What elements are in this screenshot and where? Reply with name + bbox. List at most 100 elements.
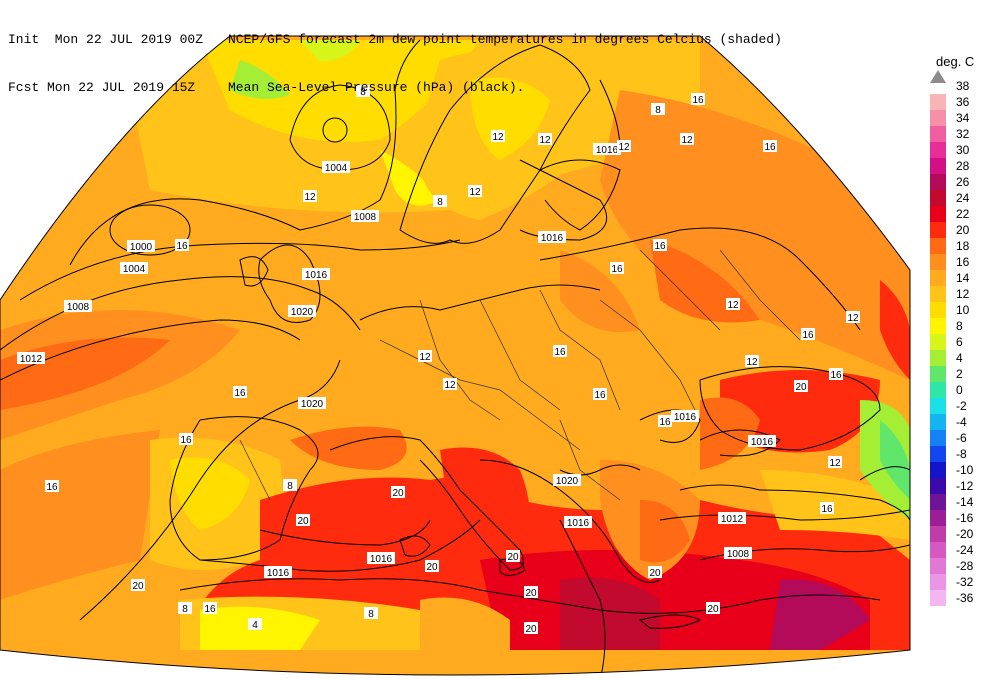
dewpoint-label: 20 <box>524 622 538 635</box>
svg-text:8: 8 <box>360 87 366 98</box>
dewpoint-label: 20 <box>131 579 145 592</box>
svg-text:12: 12 <box>727 300 739 311</box>
isobar-label: 1008 <box>351 210 379 223</box>
svg-text:1016: 1016 <box>751 437 774 448</box>
legend-row: 18 <box>930 238 1000 254</box>
svg-text:8: 8 <box>287 481 293 492</box>
dewpoint-label: 20 <box>706 602 720 615</box>
legend-swatch <box>930 526 946 542</box>
legend-label: 14 <box>956 271 970 285</box>
svg-text:16: 16 <box>692 95 704 106</box>
title-line-1: NCEP/GFS forecast 2m dew point temperatu… <box>228 32 782 47</box>
legend-swatch <box>930 494 946 510</box>
legend-row: -14 <box>930 494 1000 510</box>
svg-text:20: 20 <box>507 552 519 563</box>
isobar-label: 1008 <box>724 547 752 560</box>
legend-swatch <box>930 238 946 254</box>
legend-row: -2 <box>930 398 1000 414</box>
legend-swatch <box>930 350 946 366</box>
svg-text:20: 20 <box>525 624 537 635</box>
legend-swatch <box>930 142 946 158</box>
svg-text:1016: 1016 <box>267 568 290 579</box>
svg-text:4: 4 <box>252 620 258 631</box>
isobar-label: 1012 <box>17 352 45 365</box>
legend-label: 4 <box>956 351 963 365</box>
dewpoint-label: 16 <box>179 433 193 446</box>
legend-swatch <box>930 334 946 350</box>
legend-row: 34 <box>930 110 1000 126</box>
legend-row: -36 <box>930 590 1000 606</box>
legend-label: 24 <box>956 191 970 205</box>
svg-text:1008: 1008 <box>727 549 750 560</box>
legend-label: 20 <box>956 223 970 237</box>
dewpoint-label: 8 <box>283 479 297 492</box>
dewpoint-label: 20 <box>506 550 520 563</box>
legend-swatch <box>930 190 946 206</box>
legend-label: -24 <box>956 543 974 557</box>
dewpoint-label: 12 <box>443 378 457 391</box>
dewpoint-labels: 8 12 16 12 12 12 8 12 8 16 12 16 16 16 1… <box>45 85 860 635</box>
dewpoint-label: 12 <box>680 133 694 146</box>
legend-label: 26 <box>956 175 970 189</box>
legend-row: 14 <box>930 270 1000 286</box>
legend-row: 6 <box>930 334 1000 350</box>
svg-text:20: 20 <box>392 488 404 499</box>
legend-swatch <box>930 302 946 318</box>
dewpoint-label: 12 <box>538 133 552 146</box>
dewpoint-label: 8 <box>178 602 192 615</box>
isobar-label: 1016 <box>748 435 776 448</box>
legend-label: 16 <box>956 255 970 269</box>
legend-row: 4 <box>930 350 1000 366</box>
legend-swatch <box>930 574 946 590</box>
isobar-label: 1020 <box>553 474 581 487</box>
svg-text:16: 16 <box>204 604 216 615</box>
isobar-label: 1016 <box>564 516 592 529</box>
isobar-label: 1004 <box>322 161 350 174</box>
svg-text:16: 16 <box>802 330 814 341</box>
legend-swatch <box>930 254 946 270</box>
isobar-label: 1016 <box>538 231 566 244</box>
legend-label: 0 <box>956 383 963 397</box>
svg-text:1008: 1008 <box>67 302 90 313</box>
dewpoint-label: 16 <box>593 388 607 401</box>
legend-swatch <box>930 510 946 526</box>
legend-label: -16 <box>956 511 974 525</box>
svg-text:8: 8 <box>655 105 661 116</box>
title-line-2: Mean Sea-Level Pressure (hPa) (black). <box>228 80 525 95</box>
isobar-label: 1016 <box>302 268 330 281</box>
dewpoint-label: 16 <box>829 368 843 381</box>
legend-label: 30 <box>956 143 970 157</box>
dewpoint-label: 16 <box>763 140 777 153</box>
legend-label: -32 <box>956 575 974 589</box>
dewpoint-label: 20 <box>425 560 439 573</box>
legend-label: 2 <box>956 367 963 381</box>
legend-row: 24 <box>930 190 1000 206</box>
legend-label: 34 <box>956 111 970 125</box>
dewpoint-label: 16 <box>820 502 834 515</box>
legend-label: -20 <box>956 527 974 541</box>
svg-text:12: 12 <box>539 135 551 146</box>
svg-text:16: 16 <box>611 264 623 275</box>
svg-text:16: 16 <box>554 347 566 358</box>
dewpoint-label: 16 <box>801 328 815 341</box>
svg-text:12: 12 <box>492 132 504 143</box>
svg-text:16: 16 <box>830 370 842 381</box>
legend-row: 0 <box>930 382 1000 398</box>
legend-swatch <box>930 174 946 190</box>
svg-text:8: 8 <box>182 604 188 615</box>
svg-text:16: 16 <box>176 241 188 252</box>
dewpoint-label: 8 <box>356 85 370 98</box>
svg-text:1016: 1016 <box>305 270 328 281</box>
legend-row: -24 <box>930 542 1000 558</box>
legend-label: 12 <box>956 287 970 301</box>
coastlines <box>169 44 910 629</box>
svg-text:1016: 1016 <box>541 233 564 244</box>
svg-text:1016: 1016 <box>567 518 590 529</box>
legend-row: -12 <box>930 478 1000 494</box>
map-header: Init Mon 22 JUL 2019 00Z NCEP/GFS forecas… <box>8 0 782 112</box>
legend-label: 6 <box>956 335 963 349</box>
legend-row: 30 <box>930 142 1000 158</box>
svg-text:12: 12 <box>469 187 481 198</box>
legend-row: -20 <box>930 526 1000 542</box>
